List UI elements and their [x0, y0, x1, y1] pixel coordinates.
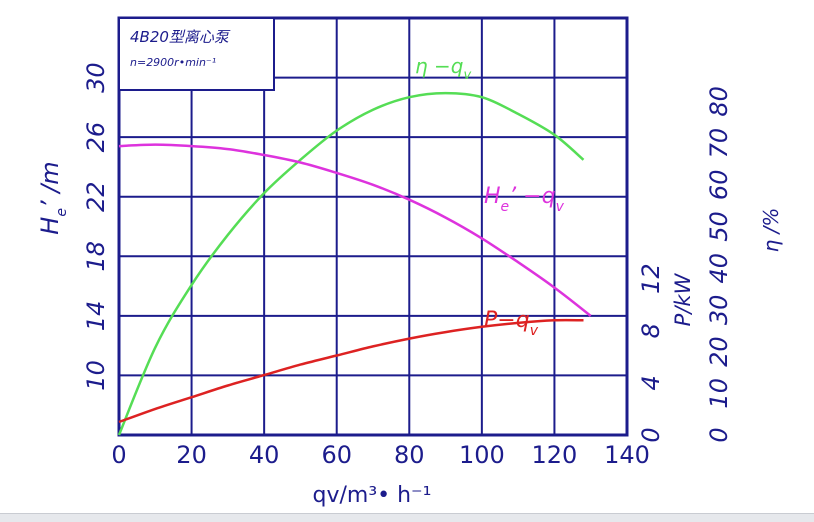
- plot-frame: [117, 16, 629, 437]
- power-tick-label-0: 0: [637, 427, 665, 442]
- efficiency-tick-label-4: 40: [705, 253, 733, 284]
- series-label-head: He’ −qv: [484, 184, 565, 215]
- left-tick-label-3: 22: [82, 181, 110, 212]
- x-tick-label-1: 20: [176, 441, 207, 469]
- series-line-power: [118, 318, 584, 424]
- x-tick-label-3: 60: [321, 441, 352, 469]
- efficiency-tick-label-8: 80: [705, 86, 733, 117]
- efficiency-tick-label-0: 0: [705, 427, 733, 442]
- x-tick-label-7: 140: [604, 441, 650, 469]
- efficiency-tick-label-5: 50: [705, 211, 733, 242]
- left-axis-title-tail: ’ /m: [36, 161, 64, 208]
- series-label-efficiency: η −qv: [415, 54, 472, 83]
- efficiency-tick-label-7: 70: [705, 128, 733, 159]
- x-tick-label-4: 80: [394, 441, 425, 469]
- x-tick-labels: 0 20 40 60 80 100 120 140: [111, 441, 650, 469]
- left-tick-label-4: 26: [82, 122, 110, 153]
- left-tick-label-0: 10: [82, 360, 110, 391]
- x-tick-label-6: 120: [532, 441, 578, 469]
- series-label-power-tail: −q: [497, 308, 529, 333]
- efficiency-axis-title: η /%: [759, 208, 783, 253]
- x-tick-label-0: 0: [111, 441, 126, 469]
- series-label-power: P−qv: [484, 308, 539, 339]
- power-tick-labels: 0 4 8 12: [637, 263, 665, 442]
- series-label-head-tail: ’ −q: [509, 184, 555, 209]
- grid: [118, 18, 628, 435]
- series-label-head-sub2: v: [556, 199, 565, 215]
- left-tick-labels: 10 14 18 22 26 30: [82, 62, 110, 390]
- power-tick-label-3: 12: [637, 263, 665, 294]
- left-axis-title: He’ /m: [36, 161, 70, 234]
- series-line-efficiency: [117, 91, 585, 436]
- series-label-efficiency-sub: v: [464, 68, 472, 83]
- left-tick-label-2: 18: [82, 241, 110, 272]
- series-line-head: [118, 143, 592, 317]
- series-label-power-main: P: [484, 308, 498, 333]
- power-axis-title: P/kW: [671, 272, 695, 326]
- left-tick-label-5: 30: [82, 62, 110, 93]
- power-tick-label-1: 4: [637, 375, 665, 390]
- efficiency-tick-labels: 0 10 20 30 40 50 60 70 80: [705, 86, 733, 443]
- x-tick-label-5: 100: [459, 441, 505, 469]
- left-axis-title-sub: e: [54, 208, 70, 217]
- left-axis-title-main: H: [36, 217, 64, 235]
- series-label-head-main: H: [484, 184, 501, 209]
- chart-title: 4B20型离心泵: [130, 28, 231, 46]
- power-tick-label-2: 8: [637, 323, 665, 338]
- title-box: [118, 17, 275, 91]
- series-label-power-sub: v: [530, 323, 539, 339]
- efficiency-tick-label-2: 20: [705, 336, 733, 367]
- x-axis-title: qv/m³• h⁻¹: [313, 483, 432, 508]
- efficiency-tick-label-1: 10: [705, 378, 733, 409]
- series-label-efficiency-tail: −q: [428, 54, 464, 78]
- series-label-head-sub: e: [501, 199, 510, 215]
- left-tick-label-1: 14: [82, 301, 110, 332]
- x-tick-label-2: 40: [249, 441, 280, 469]
- efficiency-tick-label-3: 30: [705, 295, 733, 326]
- window-bottom-edge: [0, 513, 814, 522]
- efficiency-tick-label-6: 60: [705, 170, 733, 201]
- curves: [117, 91, 592, 436]
- chart-subtitle: n=2900r•min⁻¹: [130, 56, 216, 69]
- series-label-efficiency-main: η: [415, 54, 428, 78]
